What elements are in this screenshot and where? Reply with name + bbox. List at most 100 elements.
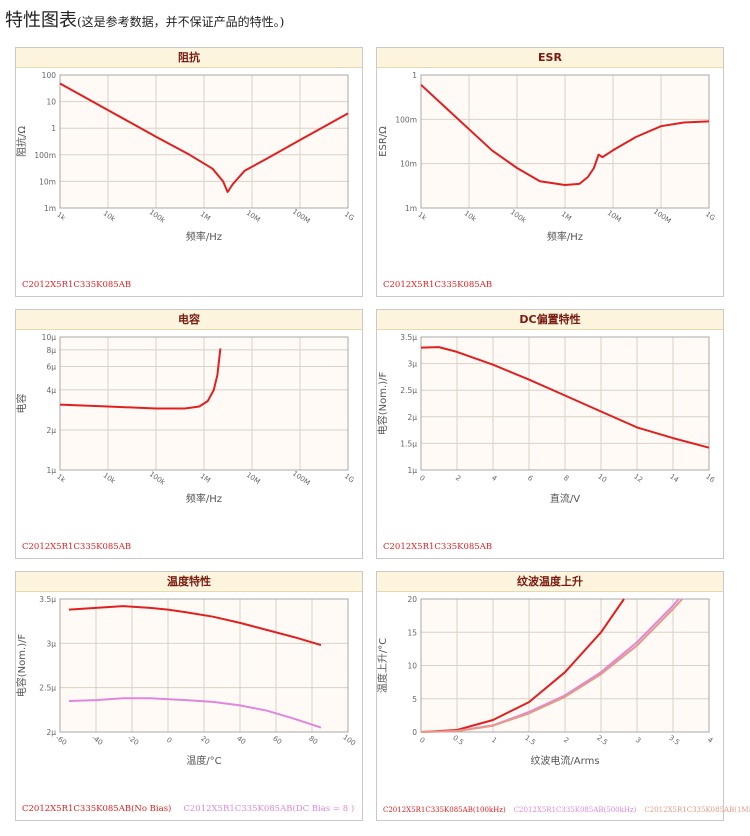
y-tick-label: 1m (405, 204, 417, 213)
x-tick-label: 0.5 (451, 734, 465, 747)
legend-entry: C2012X5R1C335K085AB (22, 280, 132, 290)
x-tick-label: 100 (341, 733, 357, 747)
y-tick-label: 2μ (46, 426, 56, 435)
y-tick-label: 100 (42, 71, 57, 80)
series-line (68, 697, 322, 729)
y-tick-label: 1 (412, 71, 417, 80)
x-tick-label: 10k (102, 471, 118, 486)
x-tick-label: 1M (199, 210, 212, 223)
y-tick-label: 3.5μ (39, 595, 56, 604)
x-tick-label: 1k (55, 211, 67, 223)
x-tick-label: 60 (271, 735, 283, 747)
chart-svg: 0 0.5 1 1.5 2 2.5 3 3.5 4 20 15 10 5 0 纹波电流/Arms 温度上升/°… (377, 595, 715, 767)
page-title: 特性图表(这是参考数据，并不保证产品的特性。) (5, 6, 284, 32)
y-axis-label: 阻抗/Ω (16, 126, 28, 157)
x-axis-label: 频率/Hz (547, 230, 583, 243)
chart-legend: C2012X5R1C335K085AB (22, 542, 143, 552)
chart-panel-esr: ESR 1k 10k 100k 1M 10M 100M 1G 1 100m 10m 1m 频率/Hz E… (376, 47, 724, 297)
chart-title: 温度特性 (16, 572, 362, 592)
x-tick-label: 1.5 (523, 734, 537, 747)
y-tick-label: 2μ (407, 413, 417, 422)
chart-panel-temperature: 温度特性 -60 -40 -20 0 20 40 60 80 100 3.5μ 3μ 2.5μ 2μ 温度… (15, 571, 363, 821)
x-tick-label: 2.5 (595, 734, 609, 747)
chart-svg: -60 -40 -20 0 20 40 60 80 100 3.5μ 3μ 2.5μ 2μ 温度/°C 电容… (16, 595, 357, 767)
chart-svg: 1k 10k 100k 1M 10M 100M 1G 100 10 1 100m 10m 1m 频率/Hz… (16, 71, 355, 243)
chart-legend: C2012X5R1C335K085AB(100kHz) C2012X5R1C335… (383, 806, 750, 814)
x-axis-label: 纹波电流/Arms (530, 754, 599, 767)
y-tick-label: 2.5μ (39, 684, 56, 693)
x-tick-label: -60 (54, 734, 68, 747)
x-tick-label: 14 (668, 473, 680, 485)
x-tick-label: 2 (454, 474, 462, 483)
chart-svg: 0 2 4 6 8 10 12 14 16 3.5μ 3μ 2.5μ 2μ 1.5μ 1μ 直流/V 电容(No… (377, 333, 717, 505)
x-tick-label: 10M (245, 471, 262, 486)
x-tick-label: 0 (418, 474, 426, 483)
chart-legend: C2012X5R1C335K085AB (383, 542, 504, 552)
x-axis-label: 温度/°C (186, 754, 221, 767)
plot-border (420, 598, 710, 733)
y-tick-label: 10μ (42, 333, 57, 342)
series-line (59, 348, 222, 410)
y-tick-label: 1μ (46, 466, 56, 475)
x-tick-label: 12 (632, 473, 644, 485)
x-tick-label: 16 (704, 473, 716, 485)
series-line (420, 84, 710, 186)
series-line (420, 598, 684, 733)
y-tick-label: 15 (407, 628, 417, 637)
chart-svg: 1k 10k 100k 1M 10M 100M 1G 1 100m 10m 1m 频率/Hz ESR/Ω (378, 71, 717, 243)
x-tick-label: 1M (199, 472, 212, 485)
x-tick-label: 10M (606, 209, 623, 224)
y-tick-label: 10m (400, 160, 417, 169)
x-tick-label: 20 (199, 735, 211, 747)
y-tick-label: 100m (34, 151, 56, 160)
chart-panel-dc-bias: DC偏置特性 0 2 4 6 8 10 12 14 16 3.5μ 3μ 2.5μ 2μ 1.5μ 1μ 直流… (376, 309, 724, 559)
x-tick-label: 0 (165, 736, 173, 745)
y-tick-label: 3.5μ (400, 333, 417, 342)
chart-svg: 1k 10k 100k 1M 10M 100M 1G 10μ 8μ 6μ 4μ 2μ 1μ 频率/Hz 电容 (16, 333, 356, 505)
series-line (68, 605, 322, 647)
chart-legend: C2012X5R1C335K085AB(No Bias) C2012X5R1C33… (22, 804, 366, 814)
x-tick-label: 100M (291, 470, 311, 488)
x-tick-label: 1G (343, 472, 356, 484)
y-axis-label: 温度上升/°C (377, 638, 389, 693)
plot-border (420, 74, 710, 209)
x-tick-label: 1M (560, 210, 573, 223)
plot-border (59, 74, 349, 209)
x-tick-label: 10k (102, 209, 118, 224)
y-tick-label: 6μ (46, 363, 56, 372)
series-line (420, 346, 710, 449)
plot-border (59, 598, 349, 733)
x-tick-label: 2 (562, 736, 570, 745)
x-tick-label: 40 (235, 735, 247, 747)
x-tick-label: 10M (245, 209, 262, 224)
y-tick-label: 1μ (407, 466, 417, 475)
x-tick-label: 10 (596, 473, 608, 485)
page-subtitle: (这是参考数据，并不保证产品的特性。) (77, 15, 285, 29)
plot-border (420, 336, 710, 471)
x-tick-label: 1G (704, 210, 717, 222)
y-tick-label: 8μ (46, 346, 56, 355)
x-tick-label: 80 (307, 735, 319, 747)
y-axis-label: 电容 (16, 394, 28, 414)
y-tick-label: 2μ (46, 728, 56, 737)
y-tick-label: 1 (51, 124, 56, 133)
chart-legend: C2012X5R1C335K085AB (22, 280, 143, 290)
y-tick-label: 3μ (46, 639, 56, 648)
chart-panel-ripple: 纹波温度上升 0 0.5 1 1.5 2 2.5 3 3.5 4 20 15 10 5 0 纹波电流/Arm… (376, 571, 750, 821)
legend-entry: C2012X5R1C335K085AB(1MHz) (644, 806, 750, 814)
x-tick-label: 6 (526, 474, 535, 483)
y-axis-label: 电容(Nom.)/F (16, 634, 28, 698)
x-axis-label: 频率/Hz (186, 230, 222, 243)
x-tick-label: 100k (148, 208, 168, 225)
x-tick-label: 100k (148, 470, 168, 487)
chart-legend: C2012X5R1C335K085AB (383, 280, 504, 290)
x-tick-label: 4 (490, 474, 499, 483)
x-tick-label: 1 (490, 736, 498, 745)
legend-entry: C2012X5R1C335K085AB(100kHz) (383, 806, 506, 814)
x-tick-label: 3 (634, 736, 642, 745)
legend-entry: C2012X5R1C335K085AB(No Bias) (22, 804, 172, 814)
legend-entry: C2012X5R1C335K085AB(DC Bias = 8 ) (183, 804, 355, 814)
chart-title: DC偏置特性 (377, 310, 723, 330)
x-axis-label: 频率/Hz (186, 492, 222, 505)
x-tick-label: 1k (416, 211, 428, 223)
